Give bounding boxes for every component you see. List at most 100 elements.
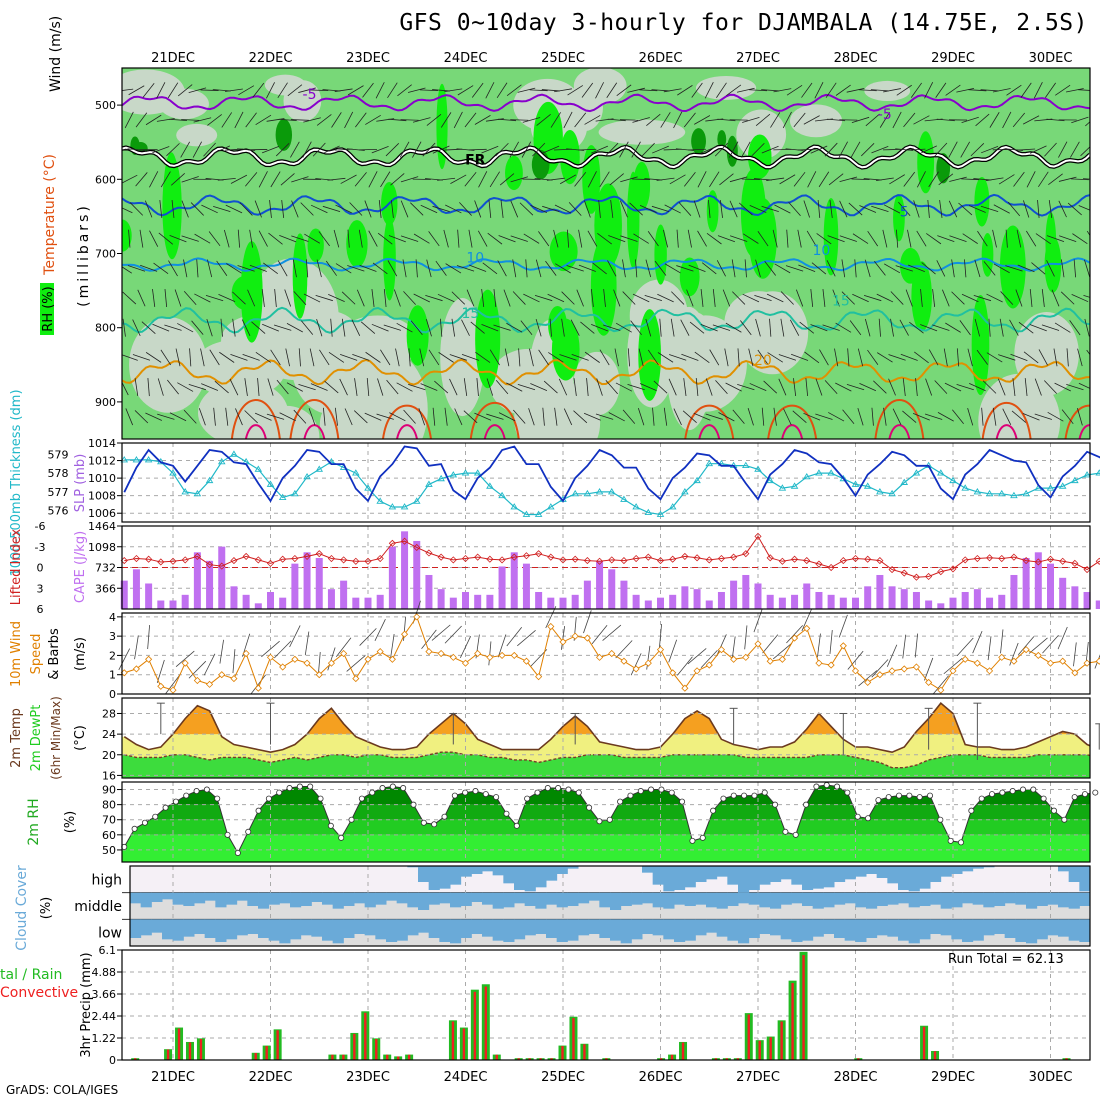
wind-barb [549,318,552,337]
precip-tick-label: 2.44 [92,1010,117,1023]
cape-bar [449,597,457,609]
wind-barb [875,177,894,182]
wind-barb [474,412,492,421]
wind-barb [475,351,491,363]
thickness-tick-label: 577 [48,486,69,499]
cloud-cell [727,892,739,906]
wind-barb-10m [147,625,150,650]
wind-barb [678,202,692,216]
cape-bar [815,591,823,609]
lifted-index-marker [157,558,165,566]
rh2m-marker [400,785,407,792]
wind-barb [774,204,791,214]
wind-speed-marker [254,684,262,692]
wind-barb [327,177,346,181]
wind-barb-10m [165,674,181,694]
wind-barb [828,412,845,422]
rh2m-marker [720,795,727,802]
wind-barb [793,112,806,128]
wind-barb-10m [987,636,992,661]
rh2m-marker [586,804,593,811]
lifted-index-marker [803,557,811,565]
cloud-cell [460,866,472,877]
wind-barb [967,407,974,426]
wind-barb [177,84,193,97]
cloud-cell [919,892,931,906]
wind-barb [1026,230,1037,247]
wind-barb [193,117,212,123]
cloud-cell [994,892,1006,906]
wind-barb [546,177,565,181]
wind-barb-10m [817,633,821,658]
rh2m-marker [596,818,603,825]
rh2m-marker [214,795,221,802]
wind-barb [769,318,772,337]
cloud-cell [887,892,899,905]
wind-barb [530,383,548,391]
cloud-cell [642,919,654,934]
wind-barb [1029,145,1047,154]
lifted-index-marker [815,560,823,568]
wind-barb [341,291,356,305]
wind-barb [586,378,589,397]
precip-convective-bar [134,1058,137,1060]
rh2m-marker [369,789,376,796]
wind-barb [997,378,1006,396]
wind-barb [744,259,747,278]
wind-barb [310,89,329,92]
wind-barb [584,351,600,363]
lifted-index-tick-label: -3 [35,541,46,554]
wind-barb [252,82,265,98]
cape-bar [340,580,348,609]
wind-barb [1084,259,1090,278]
wind-barb [838,141,848,158]
wind-barb [725,322,742,333]
wind-barb [400,176,419,183]
wind-barb [237,265,255,272]
wind-barb [1009,319,1019,336]
temp-tick-label: 24 [102,728,116,741]
wind-barb [877,352,893,363]
wind-barb [778,354,797,361]
cloud-cell [450,892,462,908]
wind-barb [270,349,281,366]
cloud-cell [546,866,558,881]
lifted-index-tick-label: 6 [37,603,44,616]
wind-barb [293,409,307,424]
lifted-index-marker [145,555,153,563]
wind-barb [402,259,407,278]
thickness-marker [1022,489,1030,497]
wind-barb [486,413,504,420]
cloud-cell [407,919,419,936]
wind-barb [620,176,638,183]
wind-barb [841,259,846,278]
wind-barb [968,89,987,92]
wind-barb [817,199,821,218]
wind-barb [974,318,981,337]
wind-barb [266,413,285,420]
wind-barb [653,380,668,394]
rh-dry-patch [1014,312,1079,396]
wind-barb [310,204,328,214]
wind-barb [157,378,164,396]
wind-barb [366,378,370,397]
cloud-cell [812,866,824,889]
wind-barb [952,409,964,425]
thickness-marker [1010,491,1018,499]
wind-barb [1007,201,1021,217]
rh2m-band [122,834,1090,862]
wind-barb [563,408,573,426]
thickness-marker [132,456,141,463]
wind-barb [864,259,871,278]
wind-barb [388,235,406,243]
wind-barb [693,412,711,421]
isotherm-25-bump [981,401,1032,439]
wind-barb [715,380,728,395]
rh2m-marker [131,825,138,832]
cloud-cell [695,919,707,936]
wind-barb [673,111,683,129]
cloud-cell [524,919,536,936]
cloud-cell [439,866,451,889]
isotherm-label: 10 [466,250,484,266]
wind-barb [499,173,515,186]
